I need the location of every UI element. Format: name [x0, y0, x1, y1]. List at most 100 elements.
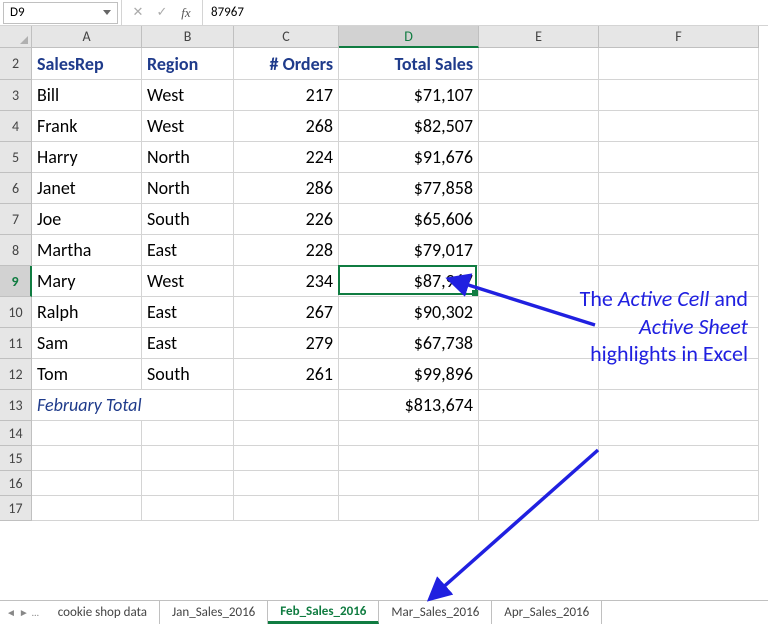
row-header-8[interactable]: 8: [0, 235, 32, 266]
cell[interactable]: [479, 204, 599, 235]
cell-region[interactable]: East: [142, 235, 234, 266]
cell-region[interactable]: North: [142, 142, 234, 173]
cell-region[interactable]: West: [142, 111, 234, 142]
column-header-B[interactable]: B: [142, 26, 234, 48]
row-header-2[interactable]: 2: [0, 48, 32, 80]
cell-rep[interactable]: Janet: [32, 173, 142, 204]
cell-sales[interactable]: $91,676: [339, 142, 479, 173]
cell-sales[interactable]: $82,507: [339, 111, 479, 142]
total-sales[interactable]: $813,674: [339, 390, 479, 421]
row-header-11[interactable]: 11: [0, 328, 32, 359]
cell[interactable]: [599, 390, 759, 421]
cell[interactable]: [142, 471, 234, 496]
header-cell[interactable]: Region: [142, 48, 234, 80]
cell[interactable]: [599, 421, 759, 446]
cell[interactable]: [599, 235, 759, 266]
cell-orders[interactable]: 234: [234, 266, 339, 297]
cell[interactable]: [479, 421, 599, 446]
cell-orders[interactable]: 267: [234, 297, 339, 328]
cell[interactable]: [32, 471, 142, 496]
cell-sales[interactable]: $65,606: [339, 204, 479, 235]
cell[interactable]: [599, 204, 759, 235]
sheet-tab[interactable]: Jan_Sales_2016: [160, 601, 268, 624]
cell-orders[interactable]: 217: [234, 80, 339, 111]
cell[interactable]: [479, 496, 599, 521]
cell-rep[interactable]: Sam: [32, 328, 142, 359]
cell-sales[interactable]: $90,302: [339, 297, 479, 328]
header-cell[interactable]: [599, 48, 759, 80]
row-header-5[interactable]: 5: [0, 142, 32, 173]
sheet-tab[interactable]: Apr_Sales_2016: [492, 601, 602, 624]
cell[interactable]: [479, 142, 599, 173]
sheet-tab[interactable]: Mar_Sales_2016: [379, 601, 492, 624]
cell-rep[interactable]: Ralph: [32, 297, 142, 328]
cell-rep[interactable]: Martha: [32, 235, 142, 266]
cell-rep[interactable]: Bill: [32, 80, 142, 111]
column-header-C[interactable]: C: [234, 26, 339, 48]
tab-nav-prev-icon[interactable]: ◄: [6, 606, 16, 619]
cell[interactable]: [479, 80, 599, 111]
cell-region[interactable]: North: [142, 173, 234, 204]
cell[interactable]: [142, 421, 234, 446]
cell-rep[interactable]: Harry: [32, 142, 142, 173]
cell[interactable]: [599, 111, 759, 142]
cell[interactable]: [479, 111, 599, 142]
cell[interactable]: [234, 496, 339, 521]
cell[interactable]: [599, 446, 759, 471]
cell[interactable]: [339, 471, 479, 496]
cell-region[interactable]: South: [142, 359, 234, 390]
cell-sales[interactable]: $67,738: [339, 328, 479, 359]
fx-icon[interactable]: fx: [174, 5, 198, 21]
cell[interactable]: [32, 446, 142, 471]
cell-rep[interactable]: Joe: [32, 204, 142, 235]
cell[interactable]: [599, 80, 759, 111]
cell-region[interactable]: West: [142, 266, 234, 297]
cell-region[interactable]: East: [142, 297, 234, 328]
cell[interactable]: [479, 235, 599, 266]
cell[interactable]: [32, 496, 142, 521]
cell[interactable]: [479, 446, 599, 471]
cell-orders[interactable]: 286: [234, 173, 339, 204]
row-header-16[interactable]: 16: [0, 471, 32, 496]
cell-region[interactable]: East: [142, 328, 234, 359]
cell-sales[interactable]: $99,896: [339, 359, 479, 390]
cell[interactable]: [339, 496, 479, 521]
cell-orders[interactable]: 268: [234, 111, 339, 142]
total-label[interactable]: February Total: [32, 390, 234, 421]
cell[interactable]: [479, 471, 599, 496]
tab-nav-buttons[interactable]: ◄ ► …: [0, 601, 46, 624]
cell[interactable]: [599, 496, 759, 521]
row-header-3[interactable]: 3: [0, 80, 32, 111]
cell-sales[interactable]: $79,017: [339, 235, 479, 266]
accept-icon[interactable]: ✓: [150, 5, 174, 20]
header-cell[interactable]: SalesRep: [32, 48, 142, 80]
cell[interactable]: [599, 173, 759, 204]
row-header-14[interactable]: 14: [0, 421, 32, 446]
cell[interactable]: [234, 390, 339, 421]
cell[interactable]: [339, 421, 479, 446]
formula-value[interactable]: 87967: [203, 5, 252, 20]
cell[interactable]: [234, 446, 339, 471]
cell-sales[interactable]: $87,967: [339, 266, 479, 297]
cell-orders[interactable]: 279: [234, 328, 339, 359]
column-header-E[interactable]: E: [479, 26, 599, 48]
tab-nav-next-icon[interactable]: ►: [19, 606, 29, 619]
row-header-10[interactable]: 10: [0, 297, 32, 328]
row-header-9[interactable]: 9: [0, 266, 32, 297]
cell-orders[interactable]: 228: [234, 235, 339, 266]
cell[interactable]: [234, 421, 339, 446]
cell[interactable]: [339, 446, 479, 471]
row-header-6[interactable]: 6: [0, 173, 32, 204]
tab-nav-more-icon[interactable]: …: [32, 606, 40, 619]
cell[interactable]: [234, 471, 339, 496]
cell-rep[interactable]: Mary: [32, 266, 142, 297]
sheet-tab[interactable]: Feb_Sales_2016: [268, 601, 379, 624]
row-header-4[interactable]: 4: [0, 111, 32, 142]
header-cell[interactable]: Total Sales: [339, 48, 479, 80]
row-header-7[interactable]: 7: [0, 204, 32, 235]
row-header-12[interactable]: 12: [0, 359, 32, 390]
column-header-A[interactable]: A: [32, 26, 142, 48]
cancel-icon[interactable]: ✕: [126, 5, 150, 20]
cell-sales[interactable]: $71,107: [339, 80, 479, 111]
header-cell[interactable]: [479, 48, 599, 80]
